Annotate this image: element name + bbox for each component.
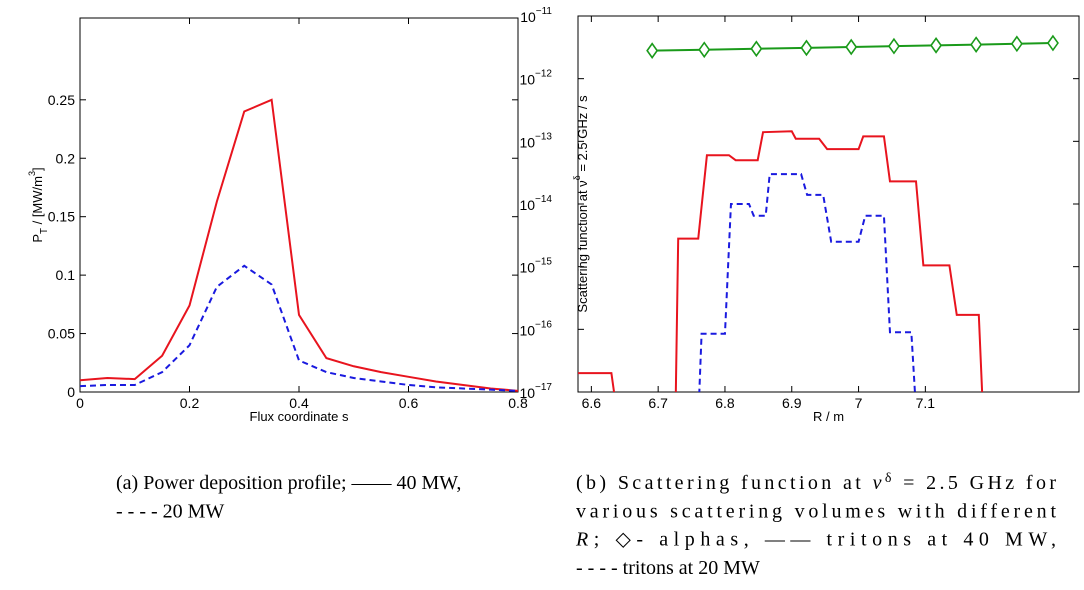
y-tick-label: 10−11 [520,6,552,25]
diamond-marker [1010,35,1023,53]
tick-base: 10 [519,385,535,401]
tick-exponent: −15 [535,257,552,268]
y-tick-label: 10−13 [519,131,552,150]
x-tick-label: 0.6 [399,395,419,411]
tick-base: 10 [519,260,535,276]
text-part: ; ◇- alphas, —— tritons at 40 MW, [594,529,1056,551]
plot-area [578,34,1059,392]
caption-line: - - - - 20 MW [116,500,224,522]
tick-exponent: −16 [535,319,552,330]
italic-part: R [575,529,588,551]
caption-line: - - - - tritons at 20 MW [576,557,760,579]
data-line [80,264,518,392]
y-tick-label: 0.25 [48,92,75,108]
text-part: = 2.5 GHz / s [575,95,590,175]
x-tick-label: 7 [855,395,863,411]
y-tick-label: 10−16 [519,319,552,338]
diamond-marker [750,40,763,58]
y-tick-label: 10−12 [519,69,552,88]
y-tick-label: 0.1 [56,267,76,283]
y-tick-label: 10−17 [519,382,552,401]
caption-line: (a) Power deposition profile; —— 40 MW, [116,472,461,494]
diamond-marker [970,36,983,53]
x-axis-label: Flux coordinate s [250,409,349,424]
text-part: (b) Scattering function at [576,472,869,494]
x-tick-label: 0.8 [508,395,528,411]
tick-exponent: −13 [535,131,552,142]
diamond-marker [930,36,943,54]
text-part: Scattering function at ν [575,180,590,312]
y-tick-label: 10−15 [519,257,552,276]
superscript: δ [572,175,582,180]
diamond-marker [800,39,813,57]
x-tick-label: 6.8 [715,395,735,411]
x-tick-label: 6.7 [648,395,668,411]
y-tick-label: 0.2 [56,150,76,166]
y-tick-label: 0.05 [48,326,75,342]
x-tick-label: 0 [76,395,84,411]
caption-line: various scattering volumes with differen… [576,500,1056,522]
tick-exponent: −14 [535,194,552,205]
y-tick-label: 10−14 [519,194,552,213]
italic-part: ν [873,472,882,494]
superscript: 3 [27,171,37,176]
tick-base: 10 [519,72,535,88]
diamond-marker [698,41,711,59]
data-line [652,42,1053,52]
x-tick-label: 6.6 [582,395,602,411]
y-tick-label: 0.15 [48,209,75,225]
x-tick-label: 0.4 [289,395,309,411]
text-part: / [MW/m [30,176,45,228]
text-part: (a) Power deposition profile; —— 40 MW, [116,472,461,494]
subscript: T [39,228,50,234]
text-part: various scattering volumes with differen… [576,500,1056,522]
plot-area [80,98,518,392]
diamond-marker [1046,34,1059,52]
tick-exponent: −11 [536,6,553,17]
text-part: P [30,234,45,243]
x-axis-label: R / m [813,409,844,424]
tick-base: 10 [520,9,536,25]
x-tick-label: 0.2 [180,395,200,411]
text-part: - - - - 20 MW [116,500,224,522]
diamond-marker [887,37,900,55]
tick-exponent: −12 [535,69,552,80]
tick-base: 10 [519,197,535,213]
text-part: = 2.5 GHz for [895,472,1057,494]
x-tick-label: 7.1 [916,395,936,411]
y-axis-label: Scattering function at νδ = 2.5 GHz / s [572,95,590,313]
superscript: δ [885,471,892,486]
tick-base: 10 [519,322,535,338]
y-axis-label: PT / [MW/m3] [27,167,50,242]
text-part: ] [30,167,45,171]
diamond-marker [646,42,659,60]
caption-line: R ; ◇- alphas, —— tritons at 40 MW, [575,529,1056,551]
plot-frame [79,17,519,393]
diamond-marker [845,38,858,56]
plot-frame [577,15,1080,393]
data-line [578,130,984,392]
text-part: - - - - tritons at 20 MW [576,557,760,579]
data-line [80,98,518,392]
tick-base: 10 [519,134,535,150]
y-tick-label: 0 [67,384,75,400]
tick-exponent: −17 [535,382,552,393]
x-tick-label: 6.9 [782,395,802,411]
data-line [698,173,916,392]
